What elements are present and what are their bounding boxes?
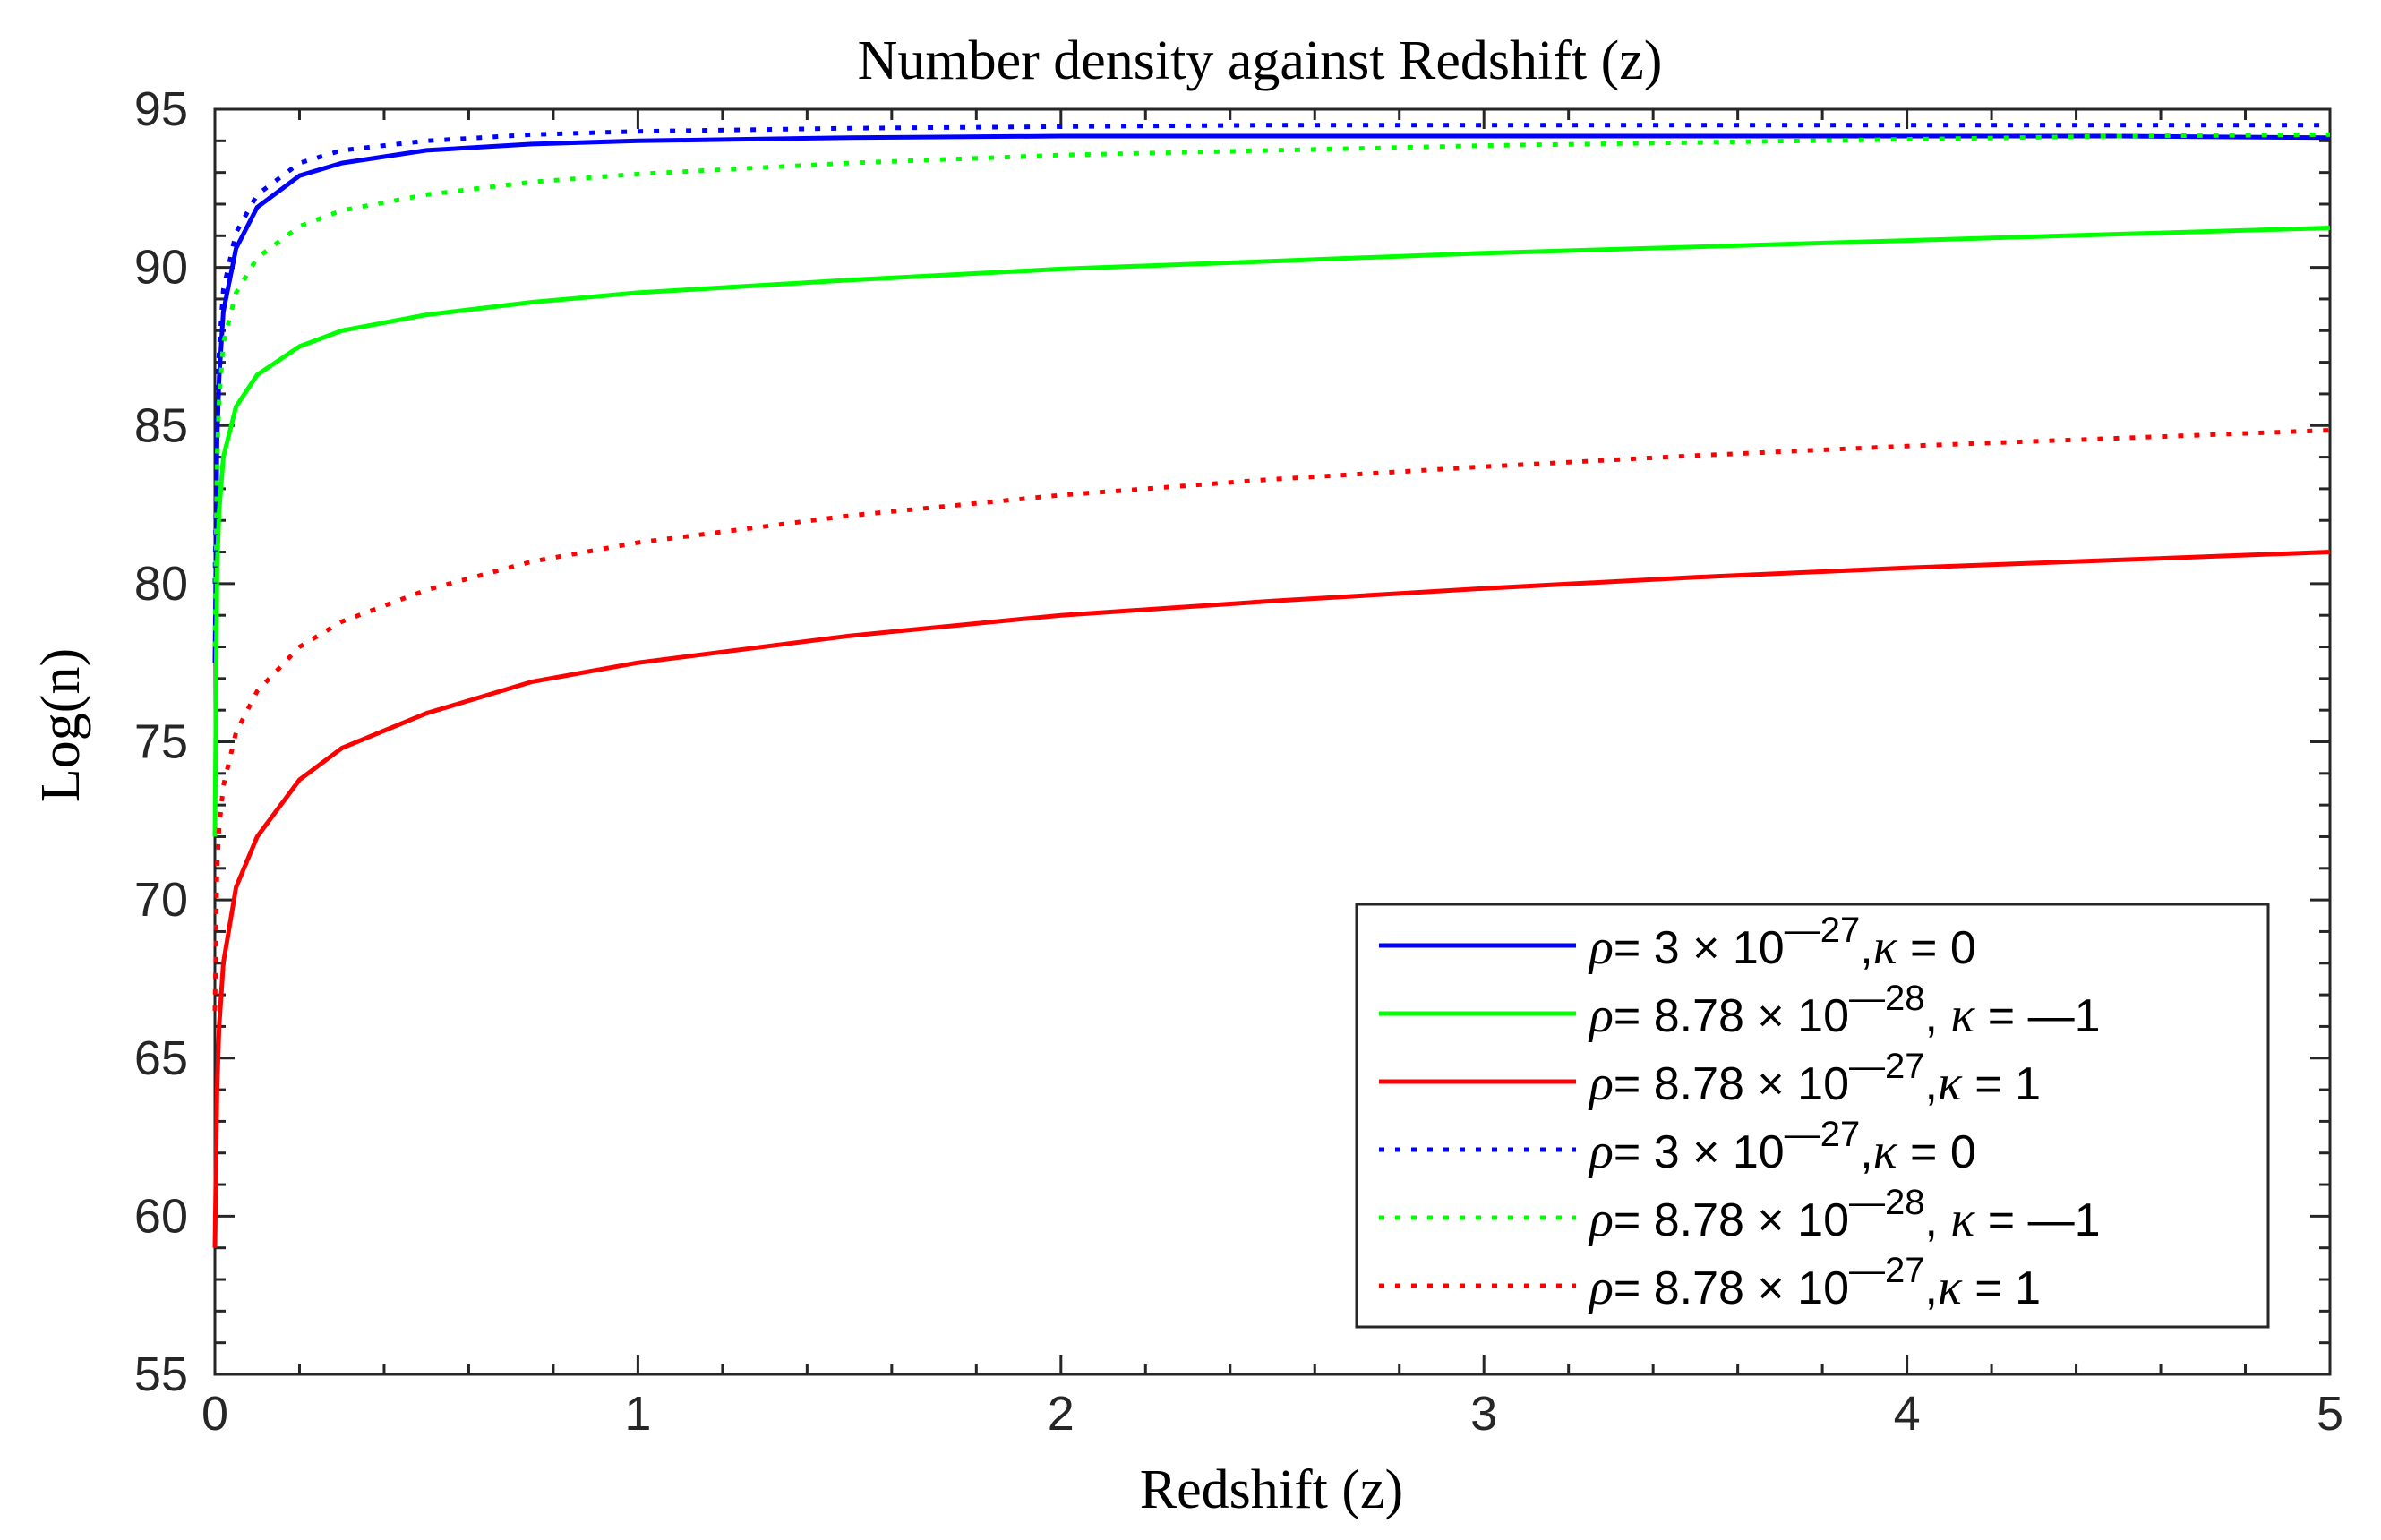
series-line-4 — [212, 123, 2330, 584]
legend-label-5: ρ= 8.78 × 10—28, κ = —1 — [1588, 1183, 2101, 1247]
y-tick-label: 90 — [134, 241, 188, 295]
series-group — [212, 123, 2331, 1248]
series-line-3 — [212, 550, 2331, 1248]
legend-label-3: ρ= 8.78 × 10—27,κ = 1 — [1588, 1047, 2041, 1111]
x-tick-label: 0 — [201, 1387, 228, 1441]
x-tick-label: 1 — [624, 1387, 651, 1441]
legend-label-1: ρ= 3 × 10—27,κ = 0 — [1588, 911, 1976, 975]
legend: ρ= 3 × 10—27,κ = 0ρ= 8.78 × 10—28, κ = —… — [1355, 903, 2270, 1329]
y-axis: 55 60 65 70 75 80 85 90 95 — [134, 82, 2330, 1401]
x-tick-label: 2 — [1048, 1387, 1075, 1441]
x-tick-label: 5 — [2317, 1387, 2343, 1441]
y-tick-label: 70 — [134, 873, 188, 927]
legend-label-4: ρ= 3 × 10—27,κ = 0 — [1588, 1115, 1976, 1179]
legend-label-2: ρ= 8.78 × 10—28, κ = —1 — [1588, 979, 2101, 1043]
y-tick-label: 60 — [134, 1189, 188, 1243]
series-line-6 — [212, 428, 2331, 1011]
legend-label-6: ρ= 8.78 × 10—27,κ = 1 — [1588, 1251, 2041, 1315]
y-tick-label: 95 — [134, 82, 188, 136]
y-tick-label: 55 — [134, 1348, 188, 1401]
x-axis-label: Redshift (z) — [1140, 1459, 1403, 1520]
series-line-1 — [212, 133, 2331, 663]
x-axis: 0 1 2 3 4 5 — [201, 109, 2343, 1441]
y-tick-label: 65 — [134, 1031, 188, 1085]
x-tick-label: 4 — [1894, 1387, 1921, 1441]
y-tick-label: 85 — [134, 398, 188, 452]
y-tick-label: 80 — [134, 557, 188, 611]
series-line-2 — [212, 226, 2331, 837]
y-axis-label: Log(n) — [30, 648, 91, 802]
legend-box — [1355, 903, 2270, 1329]
x-tick-label: 3 — [1470, 1387, 1497, 1441]
y-tick-label: 75 — [134, 715, 188, 769]
chart-title: Number density against Redshift (z) — [858, 30, 1663, 91]
